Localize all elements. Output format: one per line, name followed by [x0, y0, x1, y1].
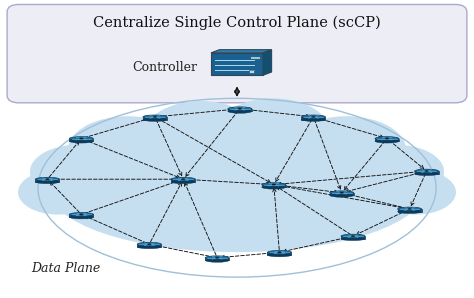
Ellipse shape	[215, 257, 219, 259]
Ellipse shape	[341, 237, 365, 240]
Ellipse shape	[408, 208, 412, 210]
Ellipse shape	[228, 107, 252, 111]
Ellipse shape	[69, 215, 93, 219]
Ellipse shape	[376, 170, 456, 215]
Ellipse shape	[79, 214, 83, 215]
Ellipse shape	[171, 180, 195, 184]
Ellipse shape	[375, 139, 399, 143]
Ellipse shape	[153, 116, 157, 118]
FancyBboxPatch shape	[205, 258, 229, 260]
Ellipse shape	[36, 177, 59, 181]
Ellipse shape	[424, 170, 429, 172]
FancyBboxPatch shape	[171, 179, 195, 182]
Ellipse shape	[415, 172, 438, 176]
Ellipse shape	[385, 138, 389, 139]
Ellipse shape	[217, 98, 328, 161]
Ellipse shape	[205, 256, 229, 260]
Ellipse shape	[415, 169, 438, 173]
FancyBboxPatch shape	[143, 117, 167, 119]
Ellipse shape	[375, 137, 399, 140]
Ellipse shape	[301, 115, 325, 119]
Ellipse shape	[262, 185, 286, 189]
Ellipse shape	[398, 210, 421, 213]
Ellipse shape	[398, 207, 421, 211]
Ellipse shape	[267, 253, 292, 257]
Ellipse shape	[341, 234, 365, 238]
Ellipse shape	[228, 109, 252, 113]
FancyBboxPatch shape	[267, 252, 292, 255]
FancyBboxPatch shape	[137, 244, 161, 247]
Ellipse shape	[277, 252, 282, 253]
Ellipse shape	[36, 180, 59, 184]
Ellipse shape	[301, 118, 325, 121]
FancyBboxPatch shape	[262, 185, 286, 187]
FancyBboxPatch shape	[250, 56, 260, 60]
Ellipse shape	[45, 179, 50, 180]
FancyBboxPatch shape	[228, 109, 252, 111]
Ellipse shape	[237, 108, 242, 110]
Ellipse shape	[146, 101, 257, 164]
Text: Centralize Single Control Plane (scCP): Centralize Single Control Plane (scCP)	[93, 15, 381, 30]
FancyBboxPatch shape	[211, 53, 263, 75]
Ellipse shape	[79, 138, 83, 139]
Ellipse shape	[137, 242, 161, 246]
Ellipse shape	[267, 250, 292, 254]
Ellipse shape	[147, 243, 151, 245]
Ellipse shape	[69, 212, 93, 216]
Ellipse shape	[171, 177, 195, 181]
FancyBboxPatch shape	[375, 139, 399, 141]
Ellipse shape	[330, 191, 354, 195]
FancyBboxPatch shape	[341, 236, 365, 239]
Text: Data Plane: Data Plane	[31, 262, 100, 275]
Ellipse shape	[143, 118, 167, 121]
Polygon shape	[263, 50, 272, 75]
Ellipse shape	[30, 145, 126, 198]
Ellipse shape	[68, 116, 187, 184]
Ellipse shape	[181, 179, 185, 180]
Ellipse shape	[339, 192, 344, 193]
FancyBboxPatch shape	[301, 117, 325, 119]
Ellipse shape	[18, 170, 98, 215]
Ellipse shape	[137, 245, 161, 249]
Ellipse shape	[69, 137, 93, 140]
FancyBboxPatch shape	[249, 70, 254, 73]
Ellipse shape	[205, 258, 229, 262]
Ellipse shape	[272, 184, 276, 185]
Polygon shape	[211, 50, 272, 53]
Ellipse shape	[262, 183, 286, 187]
Ellipse shape	[48, 123, 426, 252]
Ellipse shape	[143, 115, 167, 119]
FancyBboxPatch shape	[330, 193, 354, 195]
Ellipse shape	[348, 145, 444, 198]
FancyBboxPatch shape	[69, 215, 93, 217]
FancyBboxPatch shape	[415, 171, 438, 174]
Ellipse shape	[287, 116, 406, 184]
Text: Controller: Controller	[133, 60, 198, 74]
Ellipse shape	[330, 193, 354, 197]
Ellipse shape	[69, 139, 93, 143]
Ellipse shape	[351, 235, 355, 237]
FancyBboxPatch shape	[7, 4, 467, 103]
FancyBboxPatch shape	[398, 209, 421, 212]
FancyBboxPatch shape	[69, 139, 93, 141]
FancyBboxPatch shape	[36, 179, 59, 182]
Ellipse shape	[311, 116, 316, 118]
